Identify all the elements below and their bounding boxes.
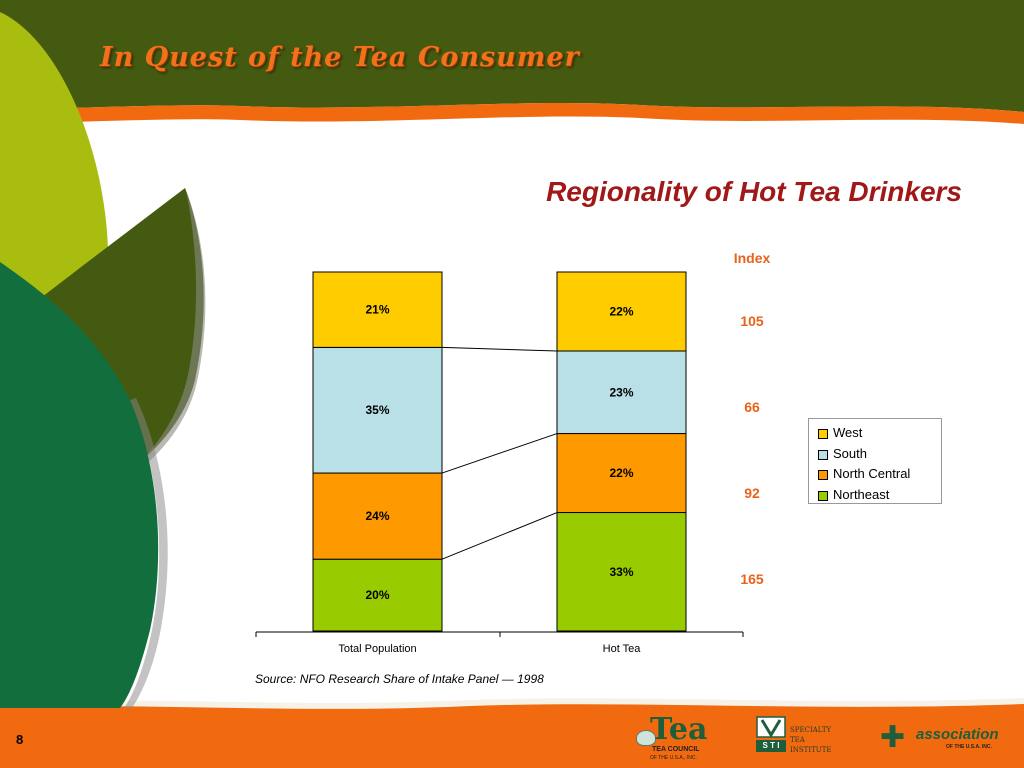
data-label-total-population-north-central: 24% [365, 509, 389, 523]
source-note: Source: NFO Research Share of Intake Pan… [255, 672, 544, 686]
legend-item-north-central: North Central [818, 464, 941, 485]
sti-logo: S T I SPECIALTY TEA INSTITUTE [756, 716, 844, 764]
leaf-forest-green-icon [0, 262, 159, 708]
tea-council-line1: TEA COUNCIL [652, 746, 700, 753]
index-value-north-central: 92 [744, 485, 760, 501]
index-value-south: 66 [744, 399, 760, 415]
chart-data-labels: 20% 24% 35% 21% 33% 22% 23% 22% [365, 303, 633, 602]
index-header: Index [733, 250, 771, 266]
legend-item-south: South [818, 444, 941, 465]
sti-line3: INSTITUTE [790, 746, 832, 754]
legend-swatch-northeast [818, 490, 828, 501]
legend-label-north-central: North Central [833, 466, 911, 481]
connector-south-west [441, 346, 558, 352]
legend-label-west: West [833, 425, 863, 440]
legend-swatch-south [818, 449, 828, 460]
tea-association-sub: OF THE U.S.A. INC. [946, 744, 992, 750]
data-label-hot-tea-northeast: 33% [609, 565, 633, 579]
header-band [0, 0, 1024, 112]
leaf-mark-icon [756, 716, 786, 738]
tea-council-logo: Tea TEA COUNCIL OF THE U.S.A., INC. [636, 712, 714, 764]
chart-legend: West South North Central Northeast [808, 418, 942, 504]
legend-swatch-west [818, 429, 828, 439]
data-label-hot-tea-south: 23% [609, 385, 633, 399]
legend-swatch-north-central [818, 470, 828, 480]
bar-total-population-south [312, 346, 443, 474]
teapot-icon [636, 730, 656, 746]
bar-total-population-west [312, 271, 443, 348]
tea-association-word: association [916, 726, 999, 743]
bar-hot-tea-west [556, 271, 687, 352]
x-tick-label-total-population: Total Population [338, 643, 416, 655]
tea-association-logo: ✚ association OF THE U.S.A. INC. [880, 716, 1002, 762]
sti-mark: S T I [756, 740, 786, 752]
chart-title: Regionality of Hot Tea Drinkers [546, 176, 962, 207]
legend-label-northeast: Northeast [833, 486, 890, 502]
data-label-total-population-northeast: 20% [365, 588, 389, 602]
page-number: 8 [16, 732, 24, 747]
tea-council-line2: OF THE U.S.A., INC. [650, 755, 697, 761]
data-label-total-population-south: 35% [365, 403, 389, 417]
legend-item-west: West [818, 423, 941, 444]
chart-bars [312, 271, 687, 632]
index-value-west: 105 [740, 313, 764, 329]
connector-lines [441, 346, 558, 560]
slide-title: In Quest of the Tea Consumer [100, 42, 580, 73]
tea-council-word: Tea [650, 712, 708, 747]
data-label-total-population-west: 21% [365, 303, 389, 317]
legend-label-south: South [833, 445, 867, 461]
x-axis: Total Population Hot Tea [255, 631, 744, 655]
index-value-northeast: 165 [740, 571, 764, 587]
sti-line1: SPECIALTY [790, 726, 832, 734]
bar-hot-tea-north-central [556, 433, 687, 514]
x-tick-label-hot-tea: Hot Tea [603, 643, 642, 655]
bar-hot-tea-northeast [556, 512, 687, 632]
leaf-shadow-icon [100, 190, 206, 495]
connector-north-central-south [441, 433, 558, 474]
legend-item-northeast: Northeast [818, 485, 941, 506]
tea-cup-icon: ✚ [880, 720, 906, 755]
data-label-hot-tea-north-central: 22% [609, 466, 633, 480]
header-orange-stripe [0, 102, 1024, 124]
sti-line2: TEA [790, 736, 805, 744]
connector-northeast-north-central [441, 512, 558, 560]
leaf-forest-shadow-icon [124, 398, 168, 708]
data-label-hot-tea-west: 22% [609, 304, 633, 318]
